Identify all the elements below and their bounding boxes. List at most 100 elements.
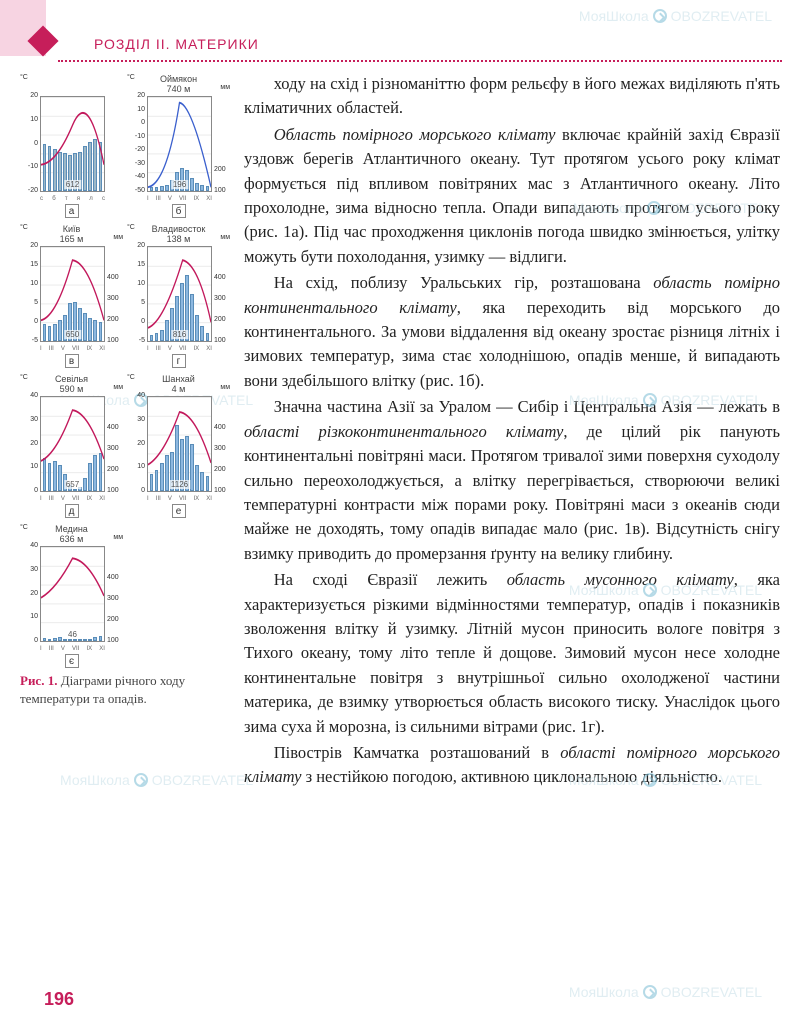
climate-chart-b: °CОймякон740 ммм20100-10-20-30-40-501002… <box>127 72 230 214</box>
chart-title: Севілья <box>20 374 123 384</box>
paragraph: На схід, поблизу Уральських гір, розташо… <box>244 271 780 393</box>
x-axis-months: сбтялс <box>40 196 105 202</box>
tick-label: 200 <box>107 466 123 473</box>
month-label: V <box>61 346 65 352</box>
tick-label: -10 <box>22 163 38 170</box>
chart-letter: а <box>65 204 79 218</box>
tick-label: 100 <box>107 337 123 344</box>
tick-label: 20 <box>22 590 38 597</box>
paragraph: На сході Євразії лежить область мусонног… <box>244 568 780 739</box>
month-label: XI <box>99 646 105 652</box>
tick-label: 15 <box>22 261 38 268</box>
precip-bar <box>190 294 194 341</box>
precip-bar <box>206 186 210 191</box>
precip-bar <box>83 478 87 491</box>
precip-total: 46 <box>66 630 79 639</box>
chart-grid-row4: °CМедина636 ммм403020100100200300400 46I… <box>20 522 230 664</box>
precip-bar <box>150 335 154 341</box>
precip-bar <box>43 324 47 341</box>
tick-label: 0 <box>22 487 38 494</box>
precip-bar <box>93 637 97 641</box>
month-label: III <box>49 646 54 652</box>
tick-label: 300 <box>214 295 230 302</box>
precip-bar <box>155 470 159 491</box>
precip-bar <box>150 474 154 491</box>
body-text: ходу на схід і різноманіттю форм рельєфу… <box>244 72 780 792</box>
x-axis-months: IIIIVVIIIXXI <box>40 646 105 652</box>
tick-label: 10 <box>129 106 145 113</box>
text-italic: Область помірного морського клімату <box>274 125 556 144</box>
month-label: III <box>156 496 161 502</box>
month-label: с <box>40 196 43 202</box>
figure-label: Рис. 1. <box>20 673 57 688</box>
tick-label: 300 <box>107 295 123 302</box>
precip-bar <box>48 146 52 191</box>
y-axis-precip: 100200300400 <box>107 542 123 644</box>
precip-bar <box>53 638 57 641</box>
month-label: XI <box>206 196 212 202</box>
tick-label: 400 <box>107 574 123 581</box>
month-label: IX <box>86 646 92 652</box>
tick-label: 15 <box>129 261 145 268</box>
tick-label: 400 <box>214 274 230 281</box>
precip-bars <box>148 97 211 191</box>
precip-bar <box>99 453 103 491</box>
chart-plot-area: 816 <box>147 246 212 342</box>
text-run: з нестійкою погодою, активною циклональн… <box>301 767 722 786</box>
precip-bar <box>190 444 194 491</box>
precip-bar <box>83 146 87 191</box>
precip-bar <box>83 639 87 641</box>
y-axis-temp: 20100-10-20-30-40-50 <box>129 92 145 194</box>
precip-bar <box>63 639 67 641</box>
precip-total: 650 <box>64 330 81 339</box>
tick-label: 20 <box>22 440 38 447</box>
chart-letter: е <box>172 504 186 518</box>
month-label: V <box>168 196 172 202</box>
precip-total: 1126 <box>169 480 190 489</box>
precip-bar <box>200 326 204 341</box>
chart-plot-area: 46 <box>40 546 105 642</box>
chart-title: Шанхай <box>127 374 230 384</box>
units-mm: мм <box>113 234 123 241</box>
precip-bar <box>93 139 97 191</box>
precip-bars <box>148 397 211 491</box>
month-label: VII <box>179 196 186 202</box>
precip-bar <box>155 333 159 341</box>
tick-label: 5 <box>22 299 38 306</box>
tick-label: 100 <box>107 487 123 494</box>
month-label: XI <box>99 346 105 352</box>
chart-plot-area: 196 <box>147 96 212 192</box>
tick-label: 200 <box>214 466 230 473</box>
precip-bar <box>155 187 159 191</box>
precip-total: 657 <box>64 480 81 489</box>
chart-title: Оймякон <box>127 74 230 84</box>
tick-label: 40 <box>22 542 38 549</box>
tick-label: 20 <box>22 92 38 99</box>
tick-label: 30 <box>22 566 38 573</box>
precip-bar <box>165 185 169 191</box>
precip-bar <box>58 320 62 341</box>
chart-letter: є <box>65 654 79 668</box>
units-celsius: °C <box>20 74 28 81</box>
watermark-logo-icon <box>643 985 657 999</box>
tick-label: 100 <box>214 337 230 344</box>
paragraph: Півострів Камчатка розташований в област… <box>244 741 780 790</box>
watermark-text: МояШкола <box>569 984 639 1000</box>
precip-bar <box>160 330 164 341</box>
chart-letter: в <box>65 354 79 368</box>
precip-bar <box>53 149 57 191</box>
tick-label: 200 <box>107 616 123 623</box>
precip-bars <box>148 247 211 341</box>
precip-bar <box>73 639 77 641</box>
precip-bar <box>160 186 164 191</box>
month-label: III <box>156 196 161 202</box>
month-label: III <box>49 496 54 502</box>
month-label: IX <box>86 496 92 502</box>
text-run: На сході Євразії лежить <box>274 570 507 589</box>
text-italic: область мусонного клімату <box>507 570 734 589</box>
month-label: V <box>168 346 172 352</box>
watermark: МояШкола OBOZREVATEL <box>569 984 762 1000</box>
tick-label: 300 <box>107 445 123 452</box>
tick-label: 20 <box>22 242 38 249</box>
month-label: т <box>65 196 68 202</box>
